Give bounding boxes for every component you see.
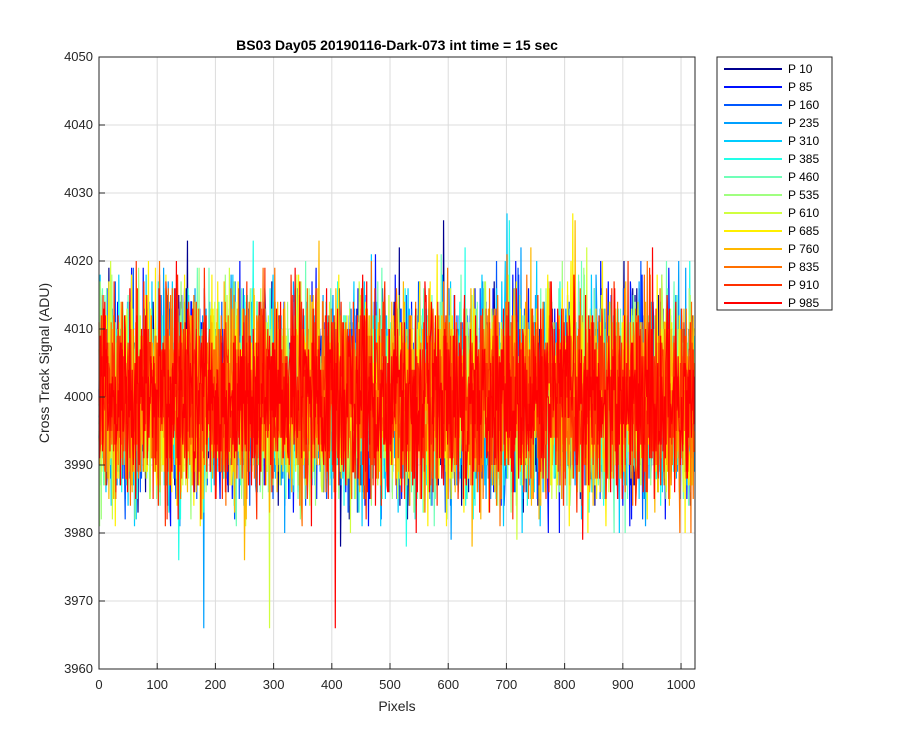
y-tick-label: 3960	[64, 661, 93, 676]
y-tick-label: 3990	[64, 457, 93, 472]
x-tick-label: 600	[437, 677, 459, 692]
legend-label: P 310	[788, 134, 819, 148]
series-lines	[98, 213, 696, 629]
legend-label: P 685	[788, 224, 819, 238]
legend-label: P 85	[788, 80, 813, 94]
x-tick-label: 300	[263, 677, 285, 692]
x-tick-label: 400	[321, 677, 343, 692]
legend: P 10 P 85 P 160 P 235 P 310 P 385 P 460 P 535 P …	[716, 56, 833, 311]
y-tick-label: 4050	[64, 49, 93, 64]
legend-label: P 385	[788, 152, 819, 166]
axis-ticks: 0 100 200 300 400 500 600 700 800 900 1000 3960 3970…	[64, 49, 695, 692]
legend-label: P 610	[788, 206, 819, 220]
x-tick-label: 0	[95, 677, 102, 692]
legend-label: P 835	[788, 260, 819, 274]
legend-label: P 760	[788, 242, 819, 256]
legend-label: P 235	[788, 116, 819, 130]
y-tick-label: 3970	[64, 593, 93, 608]
legend-label: P 160	[788, 98, 819, 112]
x-tick-label: 500	[379, 677, 401, 692]
x-tick-label: 100	[146, 677, 168, 692]
x-tick-label: 1000	[667, 677, 696, 692]
series-line-p-985	[98, 247, 696, 629]
legend-label: P 985	[788, 296, 819, 310]
x-tick-label: 700	[496, 677, 518, 692]
y-tick-label: 4030	[64, 185, 93, 200]
y-tick-label: 4000	[64, 389, 93, 404]
x-tick-label: 800	[554, 677, 576, 692]
x-axis-label: Pixels	[378, 698, 415, 714]
legend-label: P 10	[788, 62, 813, 76]
y-tick-label: 4040	[64, 117, 93, 132]
x-tick-label: 900	[612, 677, 634, 692]
y-tick-label: 4020	[64, 253, 93, 268]
legend-label: P 535	[788, 188, 819, 202]
y-tick-label: 3980	[64, 525, 93, 540]
plot-frame	[98, 56, 696, 670]
y-axis-label: Cross Track Signal (ADU)	[36, 283, 52, 443]
y-tick-label: 4010	[64, 321, 93, 336]
legend-label: P 910	[788, 278, 819, 292]
chart-title: BS03 Day05 20190116-Dark-073 int time = …	[236, 37, 558, 53]
x-tick-label: 200	[205, 677, 227, 692]
legend-label: P 460	[788, 170, 819, 184]
